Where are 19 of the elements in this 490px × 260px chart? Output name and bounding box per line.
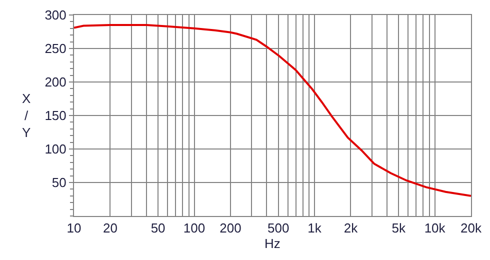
y-tick-label: 50	[52, 175, 66, 190]
y-tick-label: 100	[44, 142, 66, 157]
y-tick-label: 250	[44, 41, 66, 56]
y-axis-title: X / Y	[22, 91, 31, 140]
x-tick-label: 10	[66, 220, 82, 236]
x-tick-label: 100	[183, 220, 206, 236]
x-tick-label: 200	[220, 220, 242, 236]
x-tick-label: 1k	[308, 220, 322, 236]
x-tick-label: 500	[267, 220, 290, 236]
x-tick-label: 20	[102, 220, 118, 236]
x-tick-label: 5k	[392, 220, 406, 236]
x-tick-label: 50	[150, 220, 166, 236]
y-tick-label: 300	[44, 8, 66, 23]
y-tick-label: 150	[44, 108, 66, 124]
y-tick-label: 200	[44, 74, 66, 90]
x-tick-label: 20k	[460, 220, 482, 236]
x-tick-label: 10k	[424, 220, 446, 236]
x-axis-title: Hz	[264, 236, 280, 252]
x-tick-label: 2k	[344, 220, 358, 236]
